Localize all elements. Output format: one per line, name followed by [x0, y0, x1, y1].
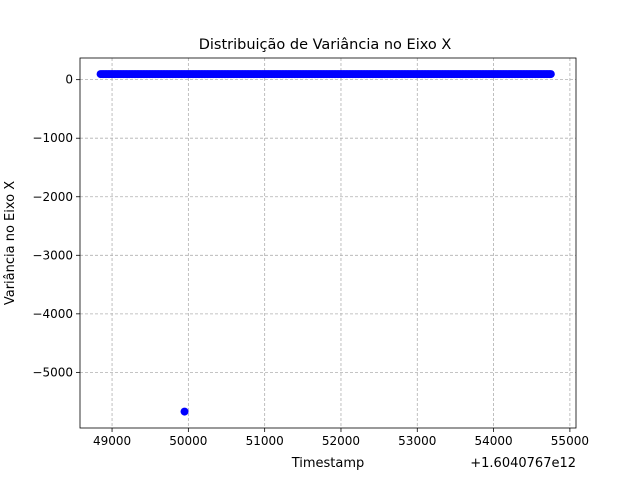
- y-axis: 0 −1000 −2000 −3000 −4000 −5000: [32, 73, 80, 379]
- data-point: [546, 70, 555, 79]
- y-tick-label: −1000: [32, 131, 73, 145]
- y-tick-label: −3000: [32, 248, 73, 262]
- x-tick-label: 51000: [246, 434, 284, 448]
- y-tick-label: −5000: [32, 365, 73, 379]
- chart-title: Distribuição de Variância no Eixo X: [199, 37, 452, 53]
- x-tick-label: 54000: [474, 434, 512, 448]
- x-tick-label: 49000: [93, 434, 131, 448]
- x-tick-label: 52000: [322, 434, 360, 448]
- x-axis: 49000 50000 51000 52000 53000 54000 55000: [93, 428, 589, 448]
- y-tick-label: −4000: [32, 307, 73, 321]
- grid-lines: [80, 58, 576, 428]
- x-tick-label: 53000: [398, 434, 436, 448]
- x-tick-label: 50000: [169, 434, 207, 448]
- y-tick-label: 0: [65, 73, 73, 87]
- x-axis-label: Timestamp: [291, 456, 365, 471]
- data-points: [96, 70, 555, 416]
- data-point-outlier: [180, 407, 189, 416]
- y-tick-label: −2000: [32, 190, 73, 204]
- y-axis-label: Variância no Eixo X: [3, 181, 18, 305]
- x-axis-offset-label: +1.6040767e12: [470, 456, 576, 471]
- plot-frame: [79, 57, 577, 429]
- x-tick-label: 55000: [551, 434, 589, 448]
